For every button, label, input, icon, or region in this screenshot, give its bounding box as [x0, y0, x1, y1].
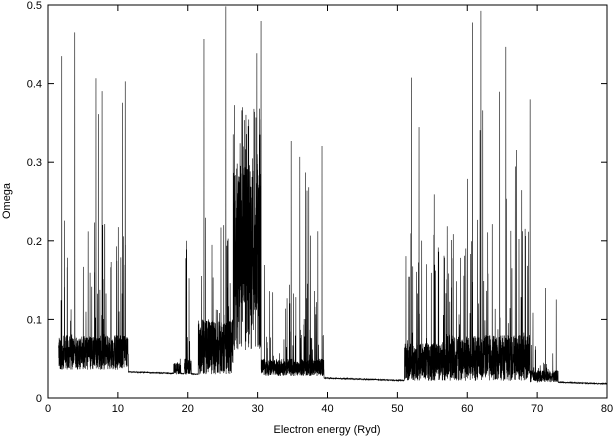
y-tick-label: 0.2	[27, 236, 42, 248]
y-tick-label: 0.5	[27, 0, 42, 12]
y-tick-label: 0.4	[27, 79, 42, 91]
x-tick-label: 40	[321, 403, 333, 415]
x-tick-label: 80	[601, 403, 613, 415]
x-axis-label: Electron energy (Ryd)	[274, 424, 381, 436]
data-series	[58, 6, 608, 386]
y-tick-label: 0.3	[27, 157, 42, 169]
omega-series-line	[58, 6, 608, 386]
x-tick-label: 20	[182, 403, 194, 415]
y-axis-label: Omega	[1, 182, 13, 219]
x-tick-label: 50	[391, 403, 403, 415]
x-tick-label: 70	[531, 403, 543, 415]
x-tick-label: 60	[461, 403, 473, 415]
y-tick-label: 0	[36, 393, 42, 405]
tick-labels: 0 10 20 30 40 50 60 70 80 0 0.1 0.2 0.3 0.4 0.5	[27, 0, 613, 415]
axis-ticks	[47, 4, 608, 399]
x-tick-label: 0	[45, 403, 51, 415]
x-tick-label: 10	[112, 403, 124, 415]
x-tick-label: 30	[252, 403, 264, 415]
y-tick-label: 0.1	[27, 314, 42, 326]
